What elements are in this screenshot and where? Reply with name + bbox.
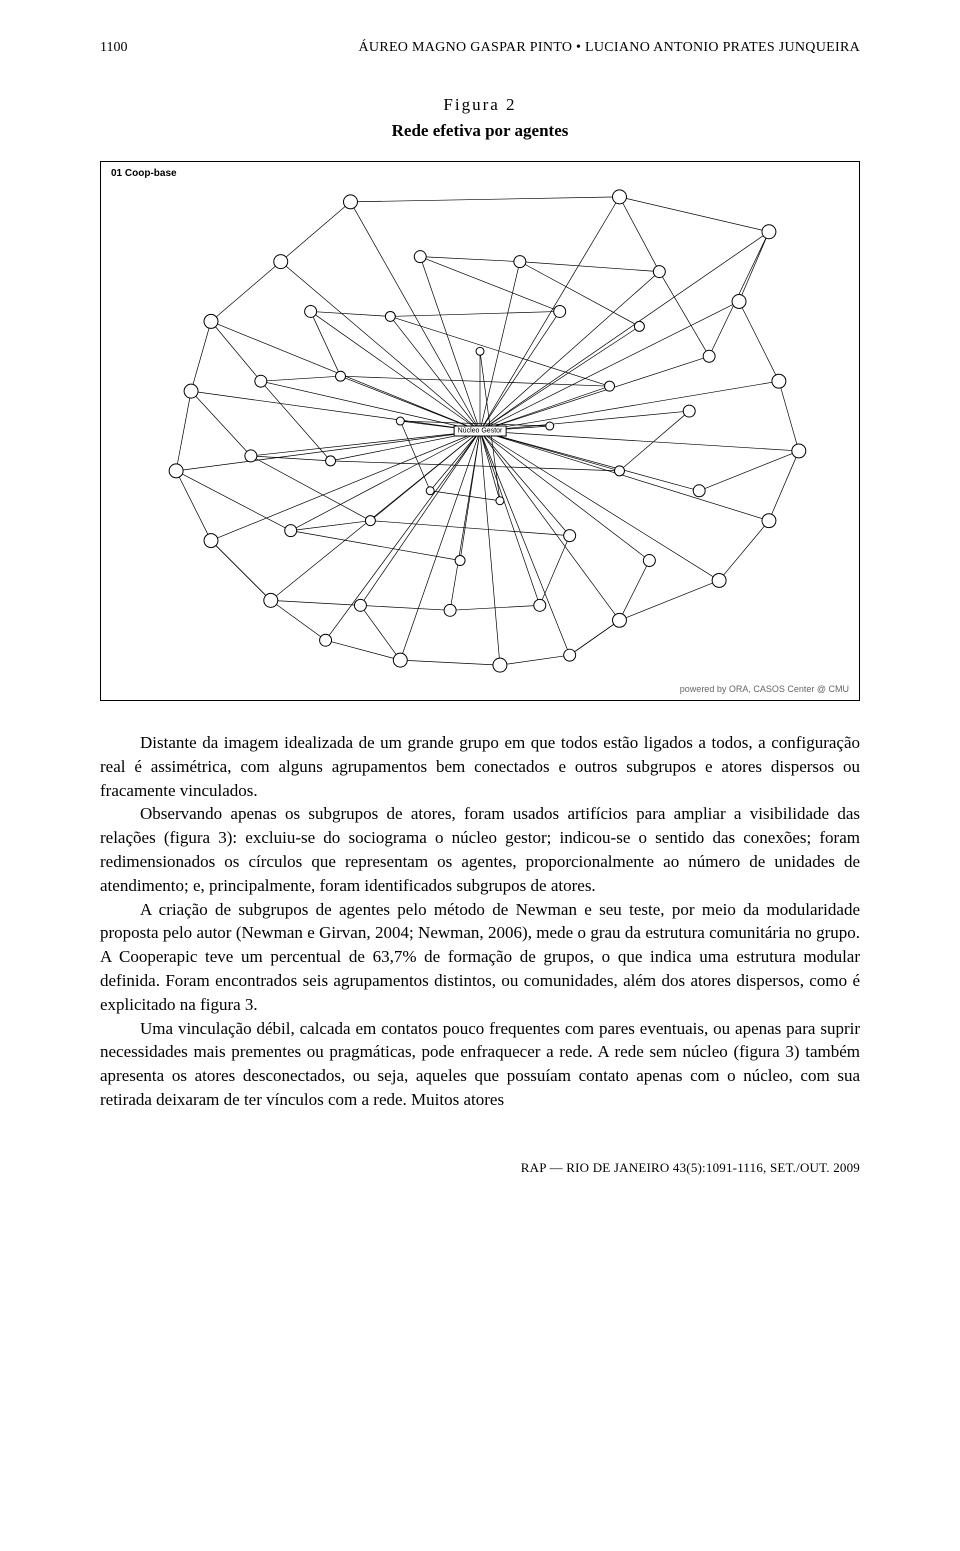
body-text: Distante da imagem idealizada de um gran… bbox=[100, 731, 860, 1112]
page-number: 1100 bbox=[100, 40, 127, 56]
page-footer: RAP — RIO DE JANEIRO 43(5):1091-1116, SE… bbox=[100, 1160, 860, 1176]
figure-label: Figura 2 bbox=[443, 95, 516, 114]
authors-line: ÁUREO MAGNO GASPAR PINTO • LUCIANO ANTON… bbox=[359, 40, 861, 56]
paragraph-1: Distante da imagem idealizada de um gran… bbox=[100, 731, 860, 802]
figure-caption: Figura 2 Rede efetiva por agentes bbox=[100, 92, 860, 143]
figure-title: Rede efetiva por agentes bbox=[392, 121, 569, 140]
network-credit: powered by ORA, CASOS Center @ CMU bbox=[680, 684, 849, 694]
network-center-label: Núcleo Gestor bbox=[454, 426, 507, 437]
network-diagram: 01 Coop-base Núcleo Gestor powered by OR… bbox=[100, 161, 860, 701]
paragraph-3: A criação de subgrupos de agentes pelo m… bbox=[100, 898, 860, 1017]
paragraph-2: Observando apenas os subgrupos de atores… bbox=[100, 802, 860, 897]
footer-text: RAP — RIO DE JANEIRO 43(5):1091-1116, SE… bbox=[521, 1160, 860, 1175]
page-header: 1100 ÁUREO MAGNO GASPAR PINTO • LUCIANO … bbox=[100, 40, 860, 56]
paragraph-4: Uma vinculação débil, calcada em contato… bbox=[100, 1017, 860, 1112]
